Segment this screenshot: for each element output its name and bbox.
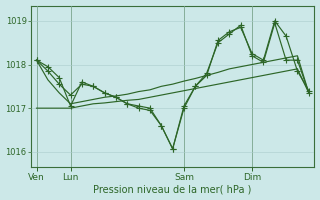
X-axis label: Pression niveau de la mer( hPa ): Pression niveau de la mer( hPa ): [93, 184, 252, 194]
